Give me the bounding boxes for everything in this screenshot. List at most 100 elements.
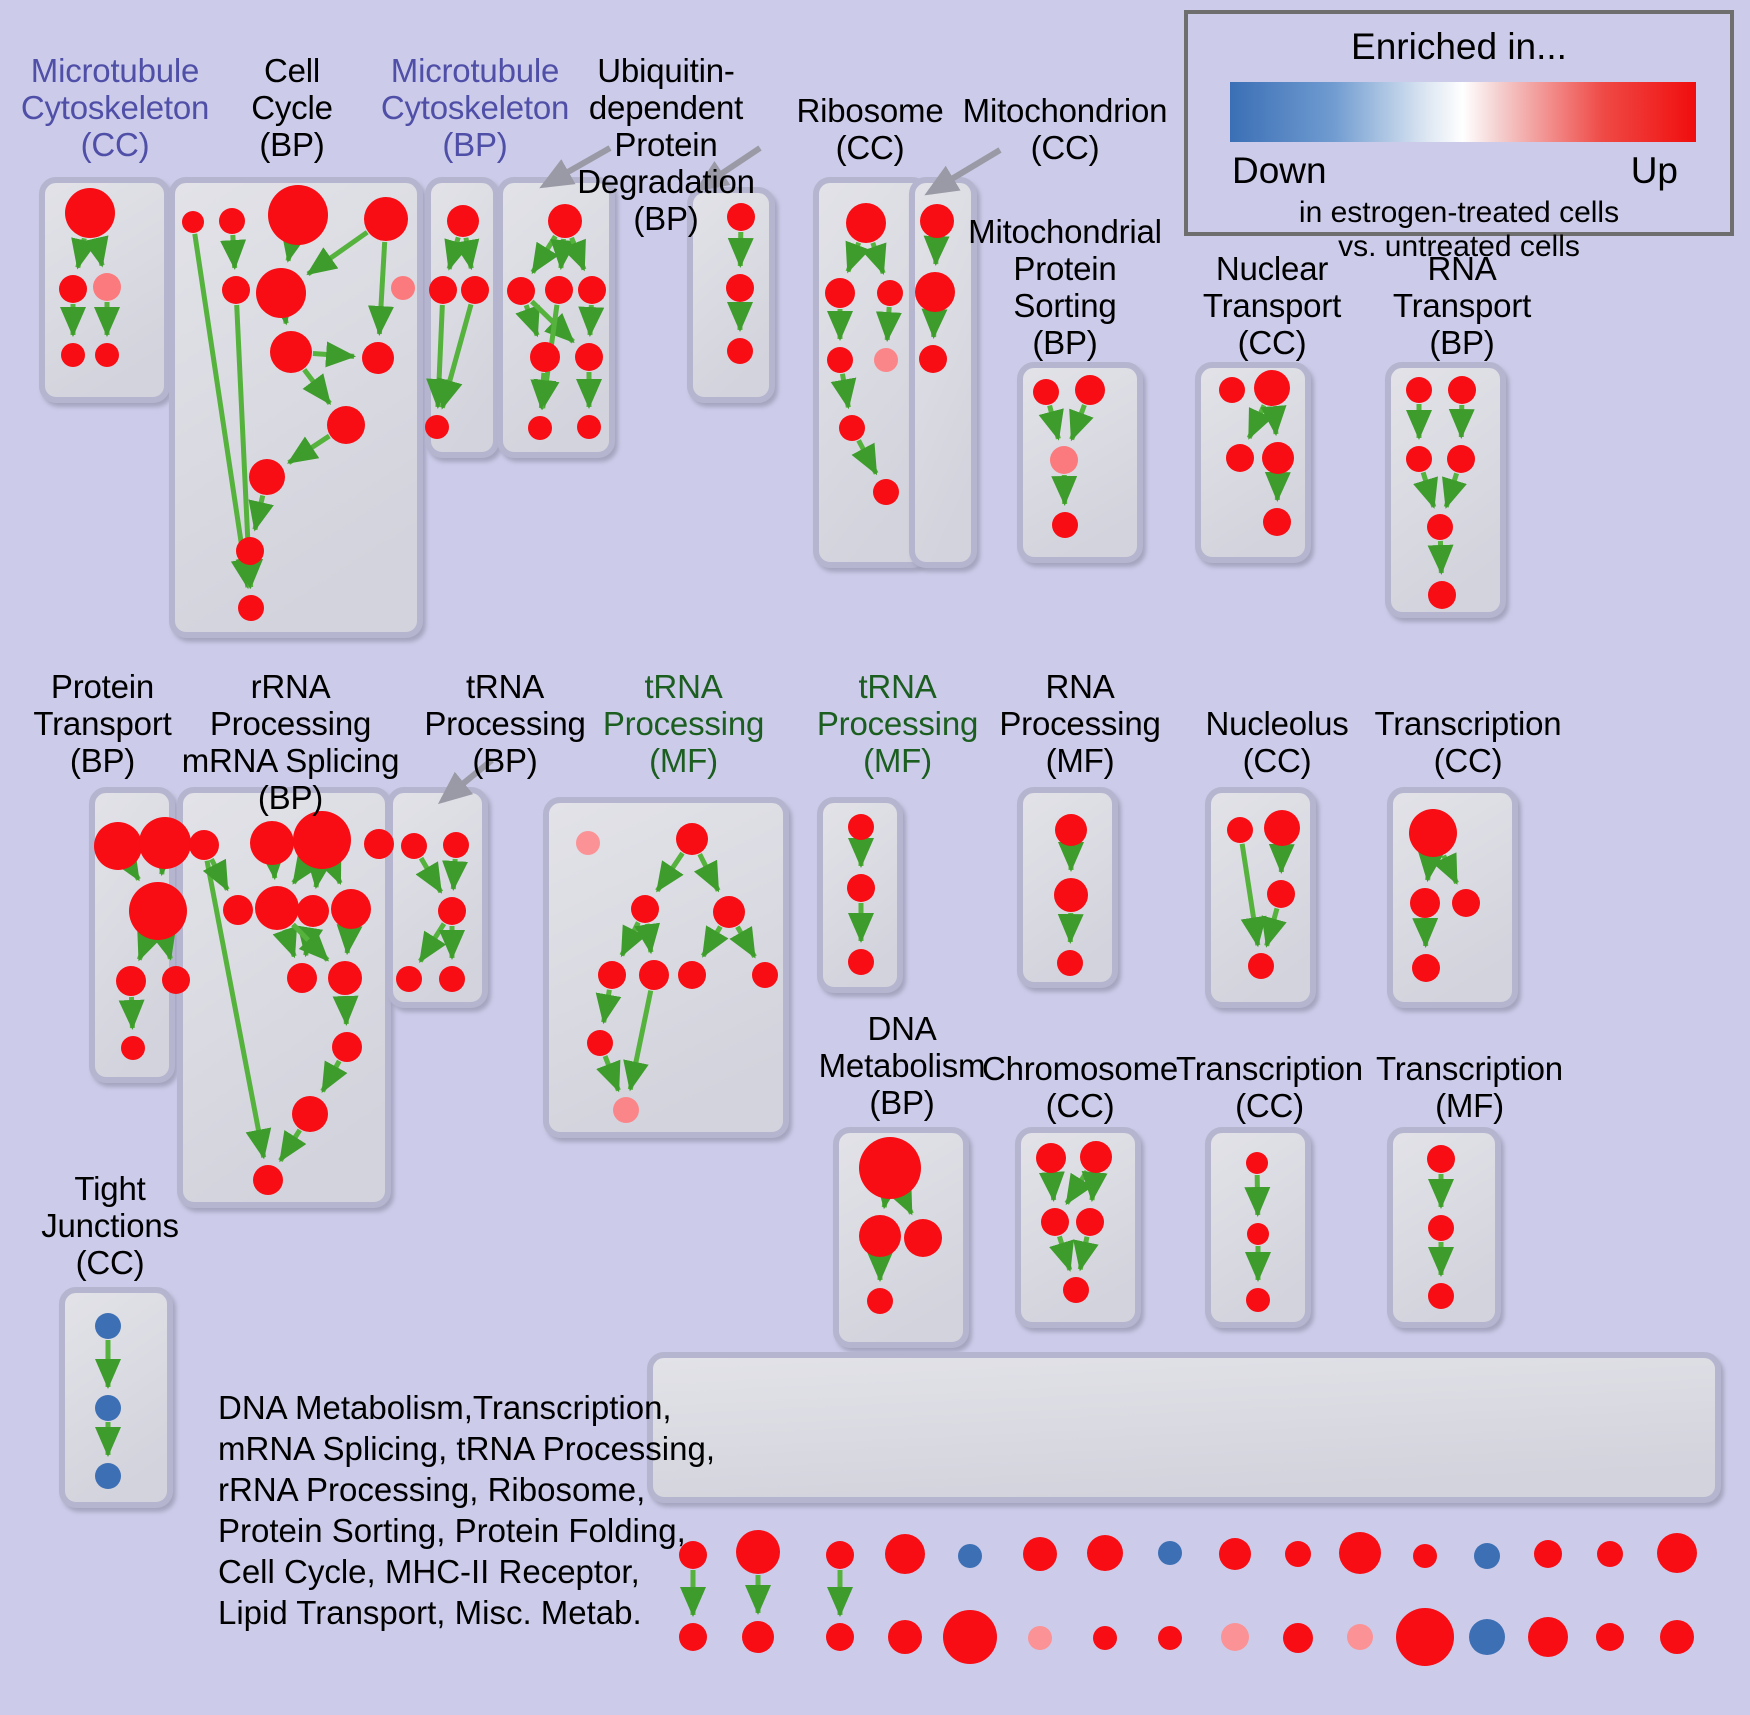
- module-node[interactable]: [713, 896, 745, 928]
- module-node[interactable]: [598, 961, 626, 989]
- module-node[interactable]: [1339, 1532, 1381, 1574]
- module-node[interactable]: [223, 895, 253, 925]
- module-node[interactable]: [1597, 1541, 1623, 1567]
- module-node[interactable]: [95, 343, 119, 367]
- module-node[interactable]: [391, 276, 415, 300]
- module-node[interactable]: [1028, 1626, 1052, 1650]
- module-node[interactable]: [1285, 1541, 1311, 1567]
- module-node[interactable]: [182, 211, 204, 233]
- module-node[interactable]: [364, 197, 408, 241]
- module-node[interactable]: [888, 1620, 922, 1654]
- module-node[interactable]: [253, 1165, 283, 1195]
- module-node[interactable]: [1076, 1208, 1104, 1236]
- module-node[interactable]: [439, 966, 465, 992]
- module-node[interactable]: [59, 275, 87, 303]
- module-node[interactable]: [846, 203, 886, 243]
- module-node[interactable]: [839, 415, 865, 441]
- module-node[interactable]: [577, 415, 601, 439]
- module-node[interactable]: [270, 331, 312, 373]
- module-node[interactable]: [1219, 377, 1245, 403]
- module-node[interactable]: [1219, 1538, 1251, 1570]
- module-node[interactable]: [93, 273, 121, 301]
- module-node[interactable]: [1528, 1617, 1568, 1657]
- module-node[interactable]: [256, 268, 306, 318]
- module-node[interactable]: [65, 188, 115, 238]
- module-node[interactable]: [1063, 1277, 1089, 1303]
- module-node[interactable]: [507, 277, 535, 305]
- module-node[interactable]: [287, 963, 317, 993]
- module-node[interactable]: [461, 276, 489, 304]
- module-node[interactable]: [1448, 376, 1476, 404]
- module-node[interactable]: [129, 882, 187, 940]
- module-node[interactable]: [848, 949, 874, 975]
- module-node[interactable]: [1054, 878, 1088, 912]
- module-node[interactable]: [332, 1032, 362, 1062]
- module-node[interactable]: [1447, 445, 1475, 473]
- module-node[interactable]: [1247, 1223, 1269, 1245]
- module-node[interactable]: [727, 203, 755, 231]
- module-node[interactable]: [1534, 1540, 1562, 1568]
- module-node[interactable]: [943, 1610, 997, 1664]
- module-node[interactable]: [1263, 508, 1291, 536]
- module-node[interactable]: [327, 406, 365, 444]
- module-node[interactable]: [1246, 1152, 1268, 1174]
- module-node[interactable]: [1427, 514, 1453, 540]
- module-node[interactable]: [676, 823, 708, 855]
- module-node[interactable]: [631, 895, 659, 923]
- module-node[interactable]: [1158, 1626, 1182, 1650]
- module-node[interactable]: [1409, 809, 1457, 857]
- module-node[interactable]: [1033, 379, 1059, 405]
- module-node[interactable]: [1596, 1623, 1624, 1651]
- module-node[interactable]: [249, 459, 285, 495]
- module-node[interactable]: [1050, 446, 1078, 474]
- module-node[interactable]: [1452, 889, 1480, 917]
- module-node[interactable]: [545, 276, 573, 304]
- module-node[interactable]: [1226, 444, 1254, 472]
- module-node[interactable]: [958, 1544, 982, 1568]
- module-node[interactable]: [1264, 810, 1300, 846]
- module-node[interactable]: [726, 274, 754, 302]
- module-node[interactable]: [915, 272, 955, 312]
- module-node[interactable]: [575, 343, 603, 371]
- module-node[interactable]: [222, 276, 250, 304]
- module-node[interactable]: [429, 276, 457, 304]
- module-node[interactable]: [331, 889, 371, 929]
- module-node[interactable]: [1248, 953, 1274, 979]
- module-node[interactable]: [919, 345, 947, 373]
- module-node[interactable]: [1041, 1208, 1069, 1236]
- module-node[interactable]: [250, 821, 294, 865]
- module-node[interactable]: [447, 205, 479, 237]
- module-node[interactable]: [219, 208, 245, 234]
- module-node[interactable]: [95, 1395, 121, 1421]
- module-node[interactable]: [1087, 1535, 1123, 1571]
- module-node[interactable]: [859, 1137, 921, 1199]
- module-node[interactable]: [1283, 1623, 1313, 1653]
- module-node[interactable]: [1093, 1626, 1117, 1650]
- module-node[interactable]: [1410, 888, 1440, 918]
- module-node[interactable]: [885, 1534, 925, 1574]
- module-node[interactable]: [530, 342, 560, 372]
- module-node[interactable]: [116, 966, 146, 996]
- module-node[interactable]: [867, 1288, 893, 1314]
- module-node[interactable]: [904, 1219, 942, 1257]
- module-node[interactable]: [826, 1623, 854, 1651]
- module-node[interactable]: [578, 276, 606, 304]
- module-node[interactable]: [1469, 1619, 1505, 1655]
- module-node[interactable]: [742, 1621, 774, 1653]
- module-node[interactable]: [548, 204, 582, 238]
- module-node[interactable]: [752, 962, 778, 988]
- module-node[interactable]: [873, 479, 899, 505]
- module-node[interactable]: [920, 204, 954, 238]
- module-node[interactable]: [1254, 370, 1290, 406]
- module-node[interactable]: [61, 343, 85, 367]
- module-node[interactable]: [1023, 1537, 1057, 1571]
- module-node[interactable]: [189, 830, 219, 860]
- module-node[interactable]: [268, 185, 328, 245]
- module-node[interactable]: [1396, 1608, 1454, 1666]
- module-node[interactable]: [1267, 880, 1295, 908]
- module-node[interactable]: [825, 278, 855, 308]
- module-node[interactable]: [1428, 581, 1456, 609]
- module-node[interactable]: [1427, 1145, 1455, 1173]
- module-node[interactable]: [95, 1313, 121, 1339]
- module-node[interactable]: [1052, 512, 1078, 538]
